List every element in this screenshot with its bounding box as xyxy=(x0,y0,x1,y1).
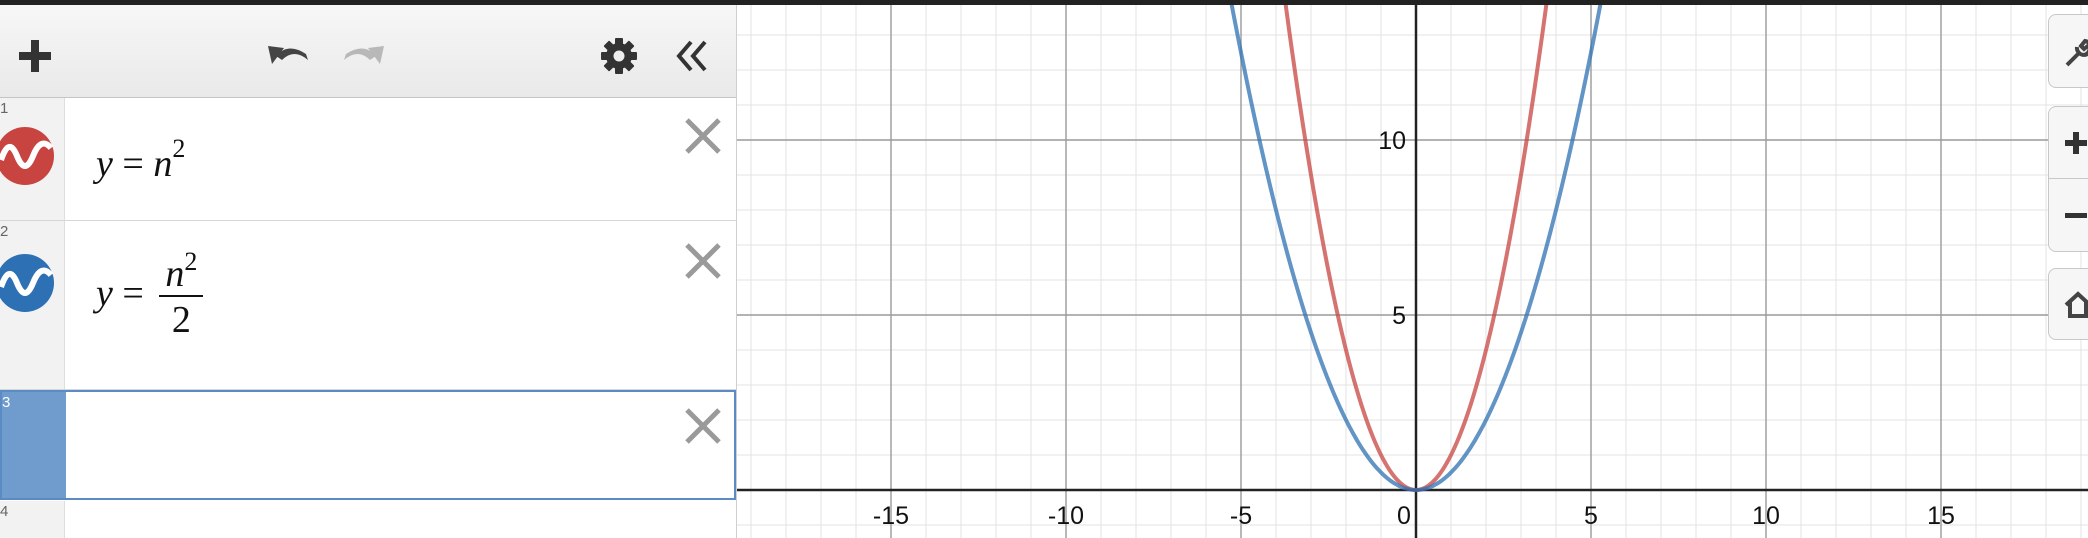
math-exponent: 2 xyxy=(184,247,198,276)
y-tick-label: 10 xyxy=(1378,127,1406,155)
y-tick-label: 5 xyxy=(1392,302,1406,330)
graph-settings-button[interactable] xyxy=(2049,15,2088,89)
double-chevron-left-icon xyxy=(676,40,707,72)
delete-expression-button[interactable] xyxy=(683,241,723,281)
expression-row-3[interactable]: 3 xyxy=(0,390,736,500)
redo-icon xyxy=(344,46,384,64)
expression-toolbar xyxy=(0,5,736,98)
grid-major-lines xyxy=(737,5,2088,538)
expression-row-1[interactable]: 1 y = n2 xyxy=(0,98,736,221)
curves xyxy=(1229,5,1603,492)
plus-icon xyxy=(2065,131,2087,154)
curve-y-equals-n-squared-over-2 xyxy=(1229,5,1603,492)
expression-gutter: 1 xyxy=(0,98,65,220)
x-tick-label: 15 xyxy=(1927,502,1955,530)
expression-row-2[interactable]: 2 y = n2 2 xyxy=(0,221,736,390)
delete-expression-button[interactable] xyxy=(683,406,723,446)
graph-paper[interactable]: -15 -10 -5 0 5 10 15 5 10 xyxy=(737,5,2088,538)
expression-index: 3 xyxy=(2,394,11,411)
math-operator: = xyxy=(122,272,144,315)
gear-icon xyxy=(601,38,637,74)
expression-index: 1 xyxy=(0,100,9,117)
x-tick-label: 5 xyxy=(1584,502,1598,530)
axes xyxy=(737,5,2088,538)
graph-color-icon[interactable] xyxy=(0,126,55,186)
math-exponent: 2 xyxy=(172,134,186,163)
math-lhs: y xyxy=(96,143,113,185)
default-viewport-control[interactable] xyxy=(2048,268,2088,340)
collapse-panel-button[interactable] xyxy=(666,31,716,81)
graph-color-icon[interactable] xyxy=(0,253,55,313)
math-fraction: n2 2 xyxy=(159,249,204,341)
expression-row-4[interactable]: 4 xyxy=(0,501,736,538)
math-variable: n xyxy=(153,143,173,185)
home-button[interactable] xyxy=(2049,269,2088,341)
x-tick-label: 0 xyxy=(1397,502,1411,530)
delete-expression-button[interactable] xyxy=(683,116,723,156)
math-field[interactable]: y = n2 xyxy=(96,136,185,186)
math-operator: = xyxy=(122,143,144,185)
redo-button[interactable] xyxy=(338,31,390,81)
zoom-controls xyxy=(2048,106,2088,252)
zoom-in-button[interactable] xyxy=(2049,107,2088,179)
fraction-denominator: 2 xyxy=(171,299,191,341)
expression-index: 2 xyxy=(0,223,9,240)
add-item-button[interactable] xyxy=(10,31,60,81)
math-field[interactable]: y = n2 2 xyxy=(96,249,204,341)
minus-icon xyxy=(2065,213,2087,218)
settings-button[interactable] xyxy=(594,31,644,81)
x-tick-label: -5 xyxy=(1230,502,1252,530)
plus-icon xyxy=(19,40,51,72)
math-lhs: y xyxy=(96,272,113,315)
x-tick-label: 10 xyxy=(1752,502,1780,530)
graph-settings-control[interactable] xyxy=(2048,14,2088,88)
window-top-border xyxy=(0,0,2088,5)
x-tick-label: -10 xyxy=(1048,502,1084,530)
x-tick-label: -15 xyxy=(873,502,909,530)
wrench-icon xyxy=(2065,38,2088,67)
undo-icon xyxy=(268,46,308,64)
grid-minor-lines xyxy=(737,5,2088,538)
expression-index: 4 xyxy=(0,503,9,520)
zoom-out-button[interactable] xyxy=(2049,180,2088,252)
axis-tick-labels: -15 -10 -5 0 5 10 15 5 10 xyxy=(873,127,1955,530)
home-icon xyxy=(2064,291,2088,318)
math-input[interactable] xyxy=(98,422,658,466)
fraction-numerator: n2 xyxy=(159,249,204,297)
expression-gutter: 3 xyxy=(2,392,66,498)
undo-button[interactable] xyxy=(262,31,314,81)
expression-gutter: 4 xyxy=(0,501,65,538)
expression-gutter: 2 xyxy=(0,221,65,389)
expression-panel: 1 y = n2 2 y = n2 xyxy=(0,5,737,538)
graph-canvas[interactable]: -15 -10 -5 0 5 10 15 5 10 xyxy=(737,5,2088,538)
math-variable: n xyxy=(165,253,185,295)
